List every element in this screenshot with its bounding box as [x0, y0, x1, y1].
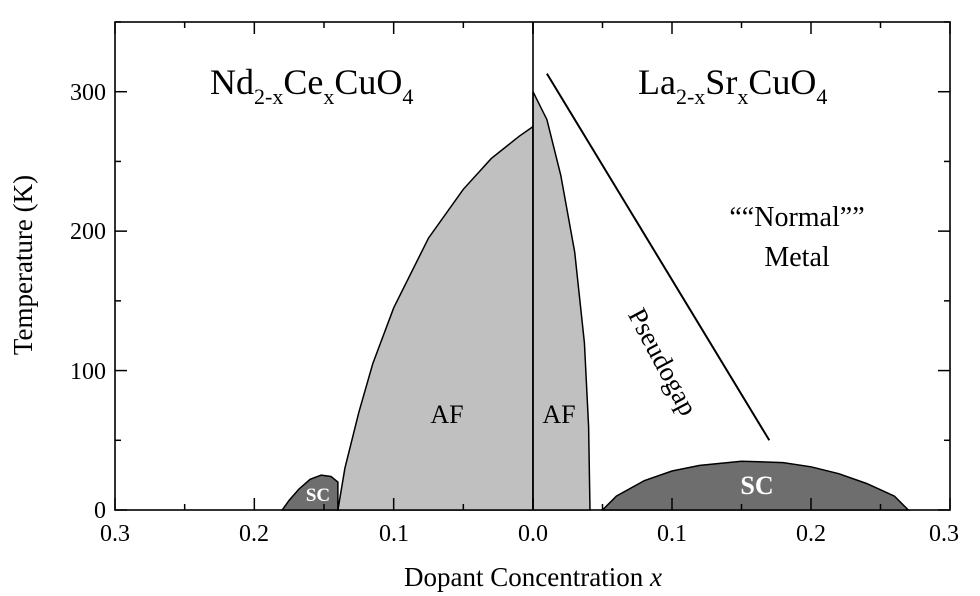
- x-tick-label: 0.2: [239, 521, 269, 547]
- compound-left-sub3: 4: [402, 84, 413, 109]
- x-tick-labels: 0.3 0.2 0.1 0.0 0.1 0.2 0.3: [100, 521, 959, 547]
- sc-label-left: SC: [306, 485, 330, 506]
- y-tick-label: 200: [70, 219, 106, 245]
- normal-metal-label-line2: Metal: [764, 242, 830, 273]
- compound-right-sub3: 4: [816, 84, 827, 109]
- x-axis-title-symbol: x: [649, 562, 662, 592]
- compound-right-tail: CuO: [748, 62, 816, 102]
- compound-right-sub2: x: [737, 84, 748, 109]
- compound-right-sub1: 2-x: [676, 84, 705, 109]
- sc-region-left: [280, 474, 339, 511]
- y-tick-label: 0: [94, 498, 106, 524]
- y-tick-label: 300: [70, 80, 106, 106]
- sc-label-right: SC: [740, 471, 773, 500]
- af-region-right: [532, 91, 591, 511]
- compound-right-base: La: [638, 62, 676, 102]
- pseudogap-line: [546, 73, 771, 441]
- x-tick-label: 0.3: [929, 521, 959, 547]
- compound-label-right: La2-xSrxCuO4: [638, 62, 827, 109]
- x-tick-label: 0.0: [518, 521, 548, 547]
- x-tick-label: 0.1: [379, 521, 409, 547]
- compound-left-mid: Ce: [283, 62, 323, 102]
- x-tick-label: 0.3: [100, 521, 130, 547]
- x-axis-title-text: Dopant Concentration: [404, 562, 650, 592]
- y-tick-labels: 0 100 200 300: [70, 80, 106, 524]
- compound-left-sub1: 2-x: [254, 84, 283, 109]
- normal-metal-label-line1: ““Normal””: [729, 202, 864, 233]
- compound-label-left: Nd2-xCexCuO4: [210, 62, 413, 109]
- af-label-right: AF: [542, 400, 575, 429]
- compound-left-base: Nd: [210, 62, 254, 102]
- compound-left-sub2: x: [323, 84, 334, 109]
- x-tick-label: 0.2: [796, 521, 826, 547]
- y-tick-label: 100: [70, 359, 106, 385]
- axis-ticks: [114, 21, 951, 511]
- compound-left-tail: CuO: [334, 62, 402, 102]
- af-label-left: AF: [430, 400, 463, 429]
- af-region-left: [337, 125, 534, 511]
- y-axis-title: Temperature (K): [8, 175, 38, 355]
- x-tick-label: 0.1: [657, 521, 687, 547]
- compound-right-mid: Sr: [705, 62, 737, 102]
- sc-region-right: [600, 460, 911, 511]
- x-axis-title: Dopant Concentration x: [404, 562, 662, 592]
